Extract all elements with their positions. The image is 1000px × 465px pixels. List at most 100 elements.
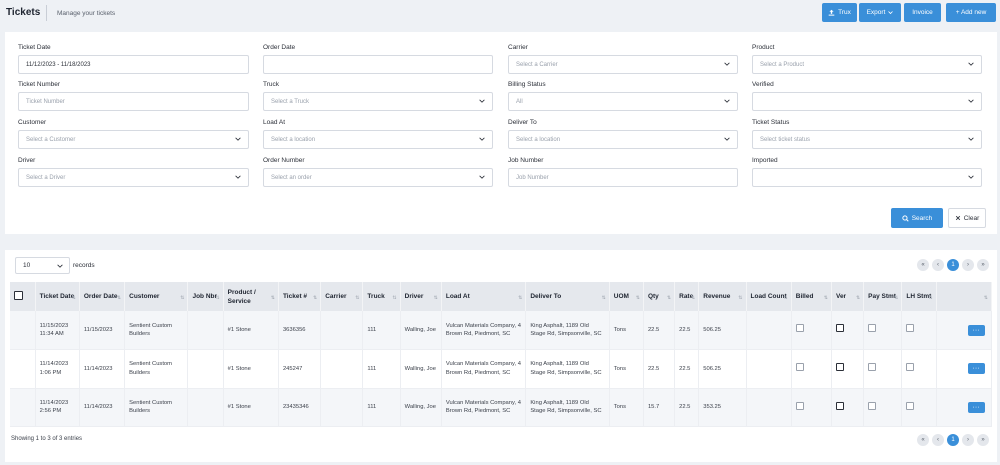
table-row[interactable]: 11/15/2023 11:34 AM 11/15/2023 Sentient … — [10, 311, 993, 350]
chevron-down-icon — [479, 175, 485, 179]
rate-cell: 22.5 — [674, 388, 700, 427]
sort-icon: ⇅ — [518, 295, 523, 301]
sort-icon: ⇅ — [392, 295, 397, 301]
chevron-down-icon — [968, 175, 974, 179]
prev-page-button[interactable]: ‹ — [932, 259, 944, 271]
column-header[interactable]: Product / Service ⇅ — [223, 282, 279, 311]
job-number-placeholder: Job Number — [516, 174, 549, 181]
ticket-number-input[interactable]: Ticket Number — [18, 92, 249, 111]
verified-label: Verified — [752, 81, 774, 88]
lh-stmt-checkbox[interactable] — [906, 324, 915, 333]
order-number-label: Order Number — [263, 157, 305, 164]
driver-cell: Walling, Joe — [400, 388, 442, 427]
row-actions-button[interactable]: ··· — [967, 401, 985, 413]
order-date-input[interactable] — [263, 55, 493, 74]
prev-page-button[interactable]: ‹ — [932, 434, 944, 446]
invoice-button-label: Invoice — [912, 9, 933, 16]
page-button[interactable]: 1 — [947, 434, 959, 446]
last-page-button[interactable]: » — [977, 259, 989, 271]
column-header[interactable]: Load At ⇅ — [441, 282, 527, 311]
deliver-to-cell: King Asphalt, 1189 Old Stage Rd, Simpson… — [525, 388, 610, 427]
column-header[interactable]: Driver ⇅ — [400, 282, 442, 311]
lh-stmt-checkbox[interactable] — [906, 363, 915, 371]
truck-select[interactable]: Select a Truck — [263, 92, 493, 111]
column-header[interactable]: Ticket # ⇅ — [278, 282, 322, 311]
product-cell: #1 Stone — [223, 349, 279, 389]
carrier-select[interactable]: Select a Carrier — [508, 55, 738, 74]
job-number-input[interactable]: Job Number — [508, 168, 738, 187]
table-header-row: Ticket Date ⇅ Order Date ⇅ Customer ⇅ Job N… — [10, 282, 993, 311]
verified-checkbox[interactable] — [835, 324, 844, 333]
column-header[interactable]: Load Count ⇅ — [746, 282, 792, 311]
column-header[interactable]: Rate ⇅ — [674, 282, 700, 311]
add-new-button[interactable]: + Add new — [946, 3, 996, 22]
first-page-button[interactable]: « — [917, 259, 929, 271]
deliver-to-select[interactable]: Select a location — [508, 130, 738, 149]
clear-button[interactable]: Clear — [948, 208, 986, 228]
column-header[interactable]: LH Stmt ⇅ — [901, 282, 937, 311]
column-header[interactable]: UOM ⇅ — [609, 282, 644, 311]
last-page-button[interactable]: » — [977, 434, 989, 446]
column-header[interactable]: Job Nbr ⇅ — [187, 282, 224, 311]
ticket-date-cell: 11/14/2023 2:56 PM — [35, 388, 80, 427]
billed-checkbox[interactable] — [795, 401, 804, 410]
column-header[interactable]: Carrier ⇅ — [320, 282, 364, 311]
trux-button[interactable]: Trux — [822, 3, 857, 22]
page-size-select[interactable]: 10 — [15, 257, 70, 274]
verified-checkbox[interactable] — [835, 363, 844, 371]
billed-cell — [791, 349, 832, 389]
row-actions-button[interactable]: ··· — [967, 324, 985, 336]
verified-select[interactable] — [752, 92, 982, 111]
order-date-label: Order Date — [263, 44, 296, 51]
table-row[interactable]: 11/14/2023 1:06 PM 11/14/2023 Sentient C… — [10, 349, 993, 389]
ticket-date-input[interactable]: 11/12/2023 - 11/18/2023 — [18, 55, 249, 74]
load-count-cell — [746, 388, 792, 427]
pay-stmt-checkbox[interactable] — [868, 324, 877, 333]
first-page-button[interactable]: « — [917, 434, 929, 446]
select-all-checkbox[interactable] — [14, 290, 23, 300]
column-header[interactable]: Ver ⇅ — [831, 282, 865, 311]
pay-stmt-checkbox[interactable] — [868, 363, 877, 371]
ticket-status-select[interactable]: Select ticket status — [752, 130, 982, 149]
next-page-button[interactable]: › — [962, 259, 974, 271]
truck-label: Truck — [263, 81, 280, 88]
lh-stmt-checkbox[interactable] — [906, 401, 915, 410]
billed-checkbox[interactable] — [795, 324, 804, 333]
billed-checkbox[interactable] — [795, 363, 804, 371]
actions-cell: ··· — [936, 311, 993, 350]
column-header[interactable]: Billed ⇅ — [791, 282, 832, 311]
product-select[interactable]: Select a Product — [752, 55, 982, 74]
driver-select[interactable]: Select a Driver — [18, 168, 249, 187]
imported-select[interactable] — [752, 168, 982, 187]
sort-icon: ⇅ — [823, 295, 828, 301]
column-header[interactable]: Qty ⇅ — [643, 282, 676, 311]
order-number-select[interactable]: Select an order — [263, 168, 493, 187]
row-actions-button[interactable]: ··· — [967, 363, 985, 375]
search-button[interactable]: Search — [891, 208, 943, 228]
pay-stmt-checkbox[interactable] — [868, 401, 877, 410]
table-row[interactable]: 11/14/2023 2:56 PM 11/14/2023 Sentient C… — [10, 388, 993, 427]
export-button[interactable]: Export — [859, 3, 901, 22]
load-at-select[interactable]: Select a location — [263, 130, 493, 149]
page-size-value: 10 — [23, 262, 31, 269]
column-header[interactable]: Order Date ⇅ — [79, 282, 126, 311]
column-header[interactable]: Truck ⇅ — [362, 282, 401, 311]
column-header[interactable]: Pay Stmt ⇅ — [863, 282, 903, 311]
customer-select[interactable]: Select a Customer — [18, 130, 249, 149]
chevron-down-icon — [968, 99, 974, 103]
page-header: Tickets Manage your tickets Trux Export … — [0, 0, 1000, 27]
verified-checkbox[interactable] — [835, 401, 844, 410]
billing-status-select[interactable]: All — [508, 92, 738, 111]
lh-stmt-cell — [901, 349, 937, 389]
search-icon — [902, 214, 909, 222]
load-count-cell — [746, 311, 792, 350]
column-header[interactable]: Revenue ⇅ — [698, 282, 747, 311]
page-button[interactable]: 1 — [947, 259, 959, 271]
invoice-button[interactable]: Invoice — [904, 3, 941, 22]
column-header[interactable]: Customer ⇅ — [124, 282, 189, 311]
ticket-number-placeholder: Ticket Number — [26, 98, 65, 105]
column-header[interactable]: Ticket Date ⇅ — [35, 282, 80, 311]
column-header[interactable]: Deliver To ⇅ — [525, 282, 610, 311]
next-page-button[interactable]: › — [962, 434, 974, 446]
sort-icon: ⇅ — [312, 295, 318, 301]
